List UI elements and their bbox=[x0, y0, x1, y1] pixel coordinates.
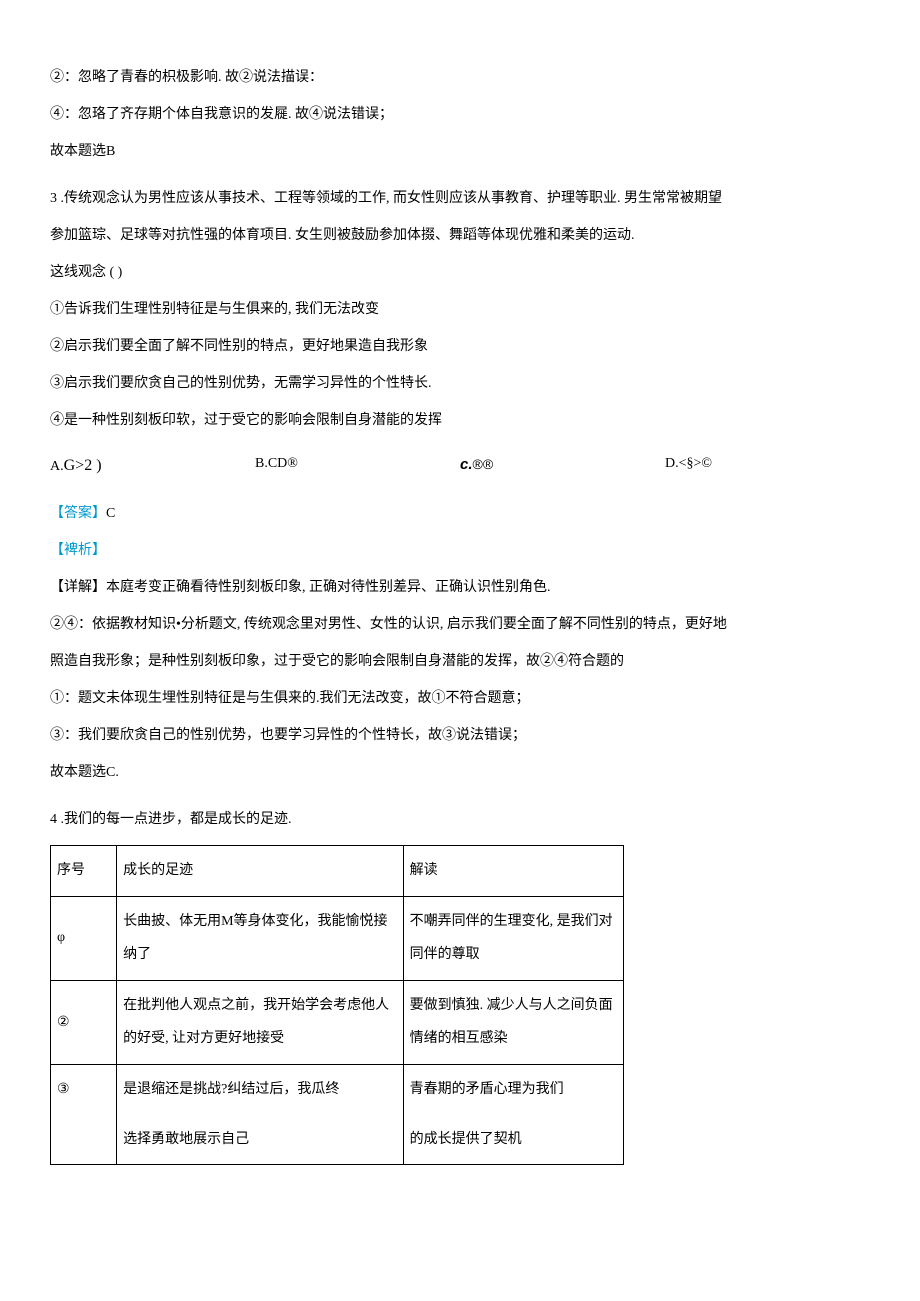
table-cell-r4-read: 的成长提供了契机 bbox=[403, 1115, 623, 1165]
table-header-trace: 成长的足迹 bbox=[117, 846, 404, 897]
answer-label: 【答案】 bbox=[50, 506, 106, 521]
q3-option-a: A.G>2 ) bbox=[50, 446, 255, 486]
pre-line-2: ④：忽珞了齐存期个体自我意识的发屣. 故④说法错误； bbox=[50, 97, 870, 132]
table-row-1: φ 长曲披、体无用M等身体变化，我能愉悦接纳了 不嘲弄同伴的生理变化, 是我们对… bbox=[51, 896, 624, 980]
q3-explanation-3: 照造自我形象；是种性别刻板印象，过于受它的影响会限制自身潜能的发挥，故②④符合题… bbox=[50, 644, 870, 679]
q3-choice-1: ①告诉我们生理性别特征是与生俱来的, 我们无法改变 bbox=[50, 292, 870, 327]
q3-explanation-4: ①：题文未体现生埋性别特征是与生俱来的.我们无法改变，故①不符合题意； bbox=[50, 681, 870, 716]
table-cell-r2-num: ② bbox=[51, 980, 117, 1064]
q3-number: 3 bbox=[50, 191, 57, 206]
pre-line-3: 故本题选B bbox=[50, 134, 870, 169]
table-cell-r1-read: 不嘲弄同伴的生理变化, 是我们对同伴的尊取 bbox=[403, 896, 623, 980]
q3-explanation-5: ③：我们要欣贪自己的性别优势，也要学习异性的个性特长，故③说法错误； bbox=[50, 718, 870, 753]
q4-stem: 4 .我们的每一点进步，都是成长的足迹. bbox=[50, 802, 870, 837]
option-b-label: B. bbox=[255, 456, 268, 471]
q3-choice-4: ④是一种性别刻板印软，过于受它的影响会限制自身潜能的发挥 bbox=[50, 403, 870, 438]
table-row-2: ② 在批判他人观点之前，我开始学会考虑他人的好受, 让对方更好地接受 要做到慎独… bbox=[51, 980, 624, 1064]
option-d-label: D. bbox=[665, 456, 679, 471]
table-cell-r2-read: 要做到慎独. 减少人与人之间负面情绪的相互感染 bbox=[403, 980, 623, 1064]
option-d-text: <§>© bbox=[679, 456, 712, 471]
q3-stem-line-1: 3 .传统观念认为男性应该从事技术、工程等领域的工作, 而女性则应该从事教育、护… bbox=[50, 181, 870, 216]
q3-options-row: A.G>2 ) B.CD® c.®® D.<§>© bbox=[50, 446, 870, 486]
q3-option-b: B.CD® bbox=[255, 446, 460, 486]
table-row-4: 选择勇敢地展示自己 的成长提供了契机 bbox=[51, 1115, 624, 1165]
q3-explanation-1: 【详解】本庭考变正确看待性别刻板印象, 正确对待性别差异、正确认识性别角色. bbox=[50, 570, 870, 605]
q3-stem-line-3: 这线观念 ( ) bbox=[50, 255, 870, 290]
table-cell-r4-trace: 选择勇敢地展示自己 bbox=[117, 1115, 404, 1165]
q3-explanation-6: 故本题选C. bbox=[50, 755, 870, 790]
table-header-read: 解读 bbox=[403, 846, 623, 897]
table-cell-r1-num: φ bbox=[51, 896, 117, 980]
q4-stem-text: .我们的每一点进步，都是成长的足迹. bbox=[57, 812, 292, 827]
table-cell-r3-num: ③ bbox=[51, 1064, 117, 1114]
q4-number: 4 bbox=[50, 812, 57, 827]
table-cell-r2-trace: 在批判他人观点之前，我开始学会考虑他人的好受, 让对方更好地接受 bbox=[117, 980, 404, 1064]
q3-choice-3: ③启示我们要欣贪自己的性别优势，无需学习异性的个性特长. bbox=[50, 366, 870, 401]
pre-line-1: ②：忽略了青春的枳极影响. 故②说法描误： bbox=[50, 60, 870, 95]
answer-value: C bbox=[106, 506, 115, 521]
q3-stem-line-2: 参加篮琮、足球等对抗性强的体育项目. 女生则被鼓励参加体掇、舞蹈等体现优雅和柔美… bbox=[50, 218, 870, 253]
table-cell-r3-trace: 是退缩还是挑战?纠结过后，我瓜终 bbox=[117, 1064, 404, 1114]
q3-analysis-label: 【裨析】 bbox=[50, 533, 870, 568]
q3-choice-2: ②启示我们要全面了解不同性别的特点，更好地果造自我形象 bbox=[50, 329, 870, 364]
q4-table: 序号 成长的足迹 解读 φ 长曲披、体无用M等身体变化，我能愉悦接纳了 不嘲弄同… bbox=[50, 845, 624, 1165]
option-a-label: A. bbox=[50, 459, 64, 474]
option-b-text: CD® bbox=[268, 456, 298, 471]
option-c-label: c. bbox=[460, 456, 473, 473]
option-a-text: G>2 ) bbox=[64, 457, 102, 474]
q3-option-d: D.<§>© bbox=[665, 446, 870, 486]
q3-explanation-2: ②④：依据教材知识•分析题文, 传统观念里对男性、女性的认识, 启示我们要全面了… bbox=[50, 607, 870, 642]
q3-option-c: c.®® bbox=[460, 446, 665, 486]
option-c-text: ®® bbox=[473, 456, 494, 472]
table-cell-r4-num bbox=[51, 1115, 117, 1165]
q3-stem-text-1: .传统观念认为男性应该从事技术、工程等领域的工作, 而女性则应该从事教育、护理等… bbox=[57, 191, 722, 206]
table-header-row: 序号 成长的足迹 解读 bbox=[51, 846, 624, 897]
q3-answer: 【答案】C bbox=[50, 496, 870, 531]
table-row-3: ③ 是退缩还是挑战?纠结过后，我瓜终 青春期的矛盾心理为我们 bbox=[51, 1064, 624, 1114]
table-cell-r3-read: 青春期的矛盾心理为我们 bbox=[403, 1064, 623, 1114]
table-header-num: 序号 bbox=[51, 846, 117, 897]
table-cell-r1-trace: 长曲披、体无用M等身体变化，我能愉悦接纳了 bbox=[117, 896, 404, 980]
